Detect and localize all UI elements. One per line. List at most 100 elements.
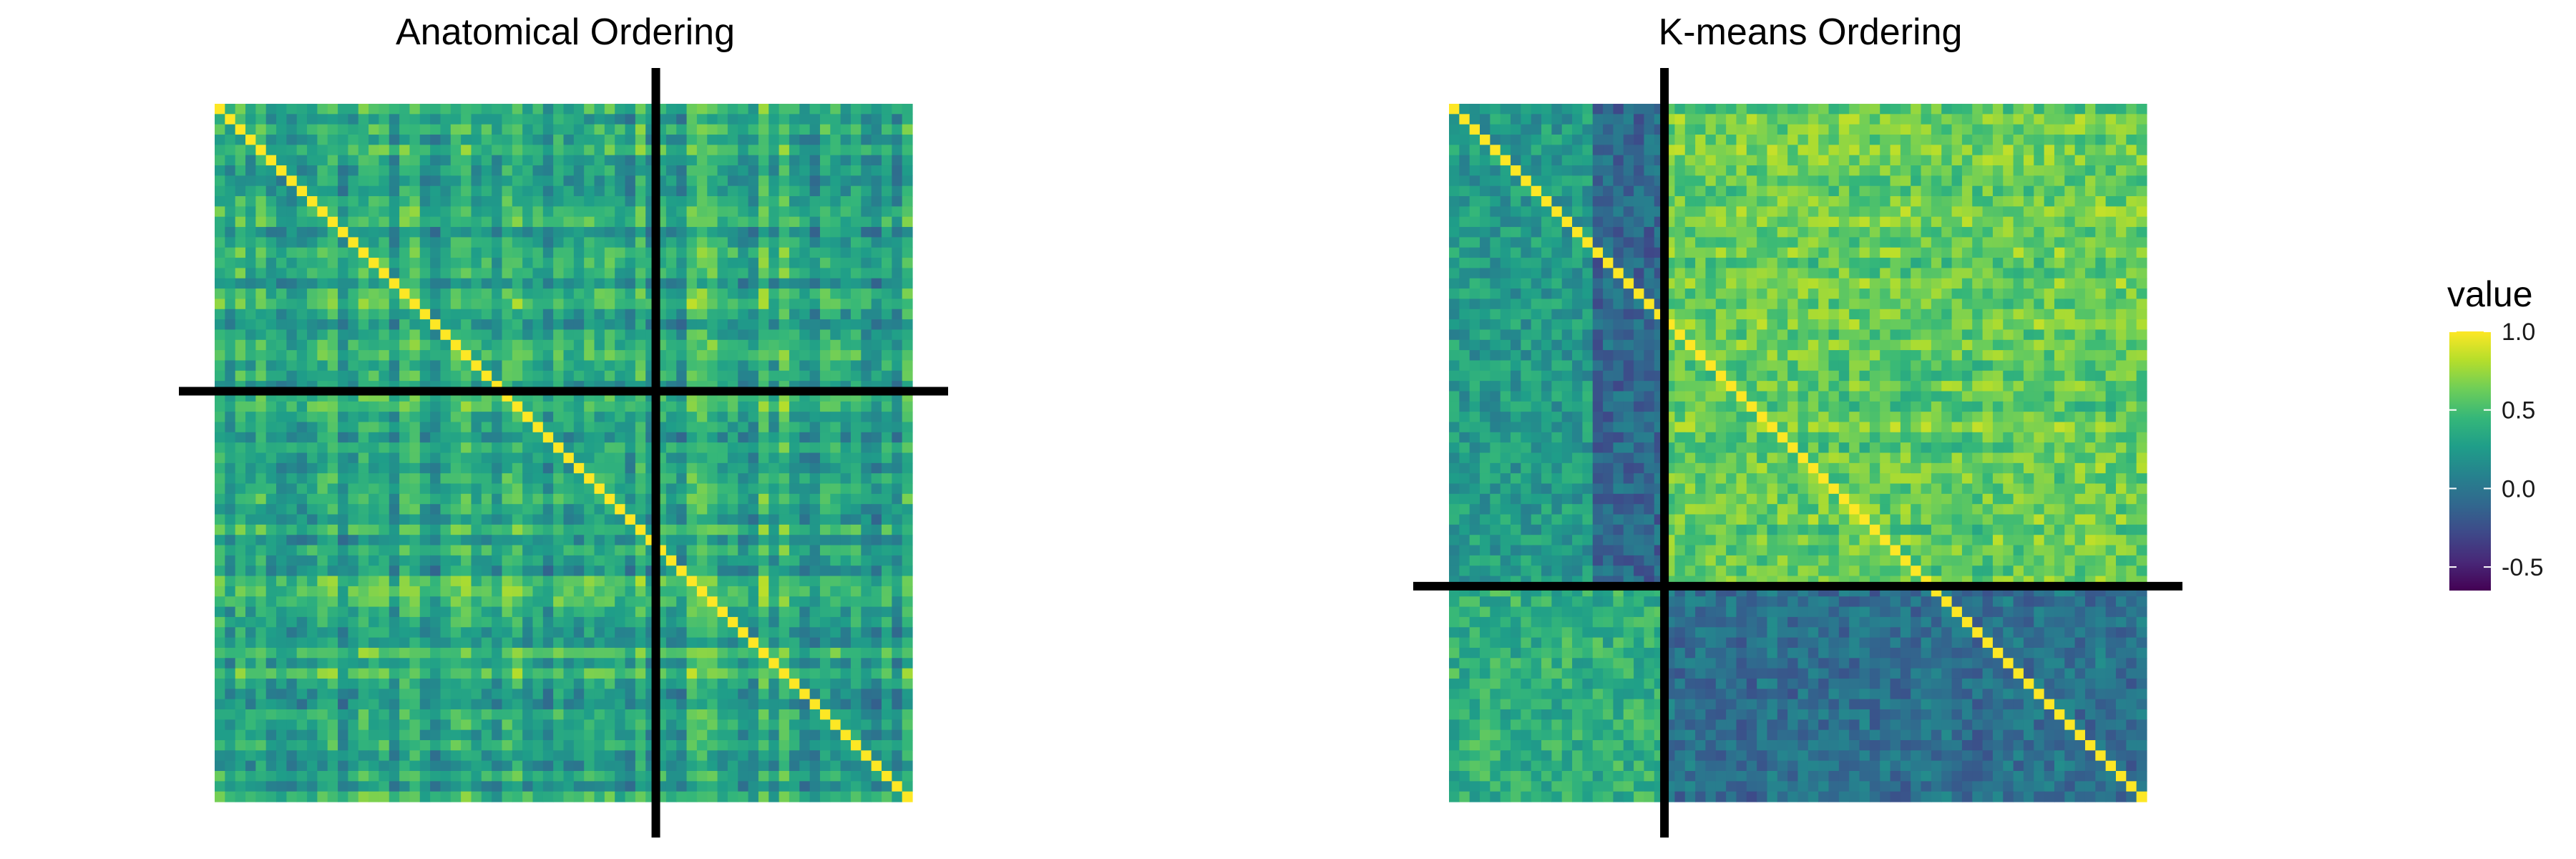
- heatmap-cell: [553, 709, 565, 720]
- heatmap-cell: [399, 442, 411, 454]
- heatmap-cell: [542, 247, 554, 258]
- heatmap-cell: [881, 329, 892, 341]
- heatmap-cell: [502, 586, 513, 597]
- heatmap-cell: [840, 616, 852, 628]
- heatmap-cell: [686, 504, 698, 515]
- heatmap-cell: [440, 196, 452, 207]
- heatmap-cell: [379, 227, 390, 238]
- heatmap-cell: [615, 216, 626, 228]
- heatmap-cell: [1992, 114, 2004, 125]
- heatmap-cell: [419, 196, 431, 207]
- heatmap-cell: [419, 422, 431, 433]
- heatmap-cell: [532, 329, 544, 341]
- heatmap-cell: [769, 586, 780, 597]
- heatmap-cell: [748, 360, 759, 372]
- heatmap-cell: [871, 668, 882, 679]
- heatmap-cell: [584, 647, 595, 659]
- heatmap-cell: [327, 781, 338, 792]
- heatmap-cell: [594, 678, 605, 689]
- heatmap-cell: [379, 699, 390, 710]
- heatmap-cell: [327, 504, 338, 515]
- heatmap-cell: [389, 196, 400, 207]
- heatmap-cell: [430, 719, 441, 731]
- heatmap-cell: [389, 339, 400, 351]
- heatmap-cell: [348, 135, 359, 145]
- heatmap-cell: [502, 462, 513, 474]
- heatmap-cell: [461, 770, 472, 782]
- heatmap-cell: [594, 124, 605, 135]
- heatmap-cell: [686, 329, 698, 341]
- heatmap-cell: [296, 135, 308, 145]
- heatmap-cell: [481, 412, 492, 423]
- heatmap-cell: [892, 576, 903, 587]
- heatmap-cell: [573, 627, 585, 639]
- heatmap-cell: [430, 658, 441, 669]
- heatmap-cell: [502, 412, 513, 423]
- heatmap-cell: [327, 658, 338, 669]
- heatmap-cell: [265, 668, 277, 679]
- heatmap-cell: [317, 739, 328, 751]
- heatmap-cell: [512, 227, 523, 238]
- heatmap-cell: [358, 339, 369, 351]
- heatmap-cell: [615, 288, 626, 300]
- heatmap-cell: [717, 627, 728, 639]
- heatmap-cell: [215, 473, 225, 485]
- heatmap-cell: [522, 750, 534, 762]
- heatmap-cell: [553, 729, 565, 741]
- heatmap-cell: [902, 719, 913, 731]
- heatmap-cell: [492, 719, 503, 731]
- heatmap-cell: [522, 124, 534, 135]
- heatmap-cell: [358, 185, 369, 197]
- heatmap-cell: [522, 576, 534, 587]
- heatmap-cell: [532, 791, 544, 802]
- heatmap-cell: [245, 442, 256, 454]
- heatmap-cell: [707, 637, 718, 649]
- heatmap-cell: [492, 668, 503, 679]
- heatmap-cell: [215, 699, 225, 710]
- heatmap-cell: [665, 689, 677, 700]
- heatmap-cell: [379, 606, 390, 618]
- heatmap-cell: [676, 350, 688, 361]
- heatmap-cell: [830, 124, 841, 135]
- heatmap-cell: [738, 442, 749, 454]
- heatmap-cell: [830, 145, 841, 156]
- heatmap-cell: [307, 206, 318, 218]
- heatmap-cell: [1807, 114, 1819, 125]
- heatmap-cell: [584, 319, 595, 331]
- heatmap-cell: [840, 432, 852, 443]
- heatmap-cell: [727, 135, 738, 145]
- heatmap-cell: [573, 729, 585, 741]
- heatmap-cell: [2034, 145, 2045, 156]
- heatmap-cell: [676, 247, 688, 258]
- heatmap-cell: [379, 412, 390, 423]
- heatmap-cell: [276, 278, 287, 289]
- heatmap-cell: [799, 206, 811, 218]
- heatmap-cell: [245, 422, 256, 433]
- heatmap-cell: [594, 432, 605, 443]
- heatmap-cell: [286, 504, 298, 515]
- heatmap-cell: [676, 791, 688, 802]
- heatmap-cell: [419, 606, 431, 618]
- heatmap-cell: [861, 422, 872, 433]
- heatmap-cell: [789, 709, 800, 720]
- heatmap-cell: [738, 637, 749, 649]
- heatmap-cell: [830, 247, 841, 258]
- heatmap-cell: [542, 524, 554, 535]
- heatmap-cell: [440, 299, 452, 310]
- heatmap-cell: [296, 185, 308, 197]
- heatmap-cell: [296, 114, 308, 125]
- heatmap-cell: [532, 432, 544, 443]
- heatmap-cell: [492, 514, 503, 525]
- heatmap-cell: [799, 370, 811, 382]
- heatmap-cell: [265, 155, 277, 166]
- heatmap-cell: [409, 555, 421, 566]
- heatmap-cell: [296, 462, 308, 474]
- heatmap-cell: [245, 268, 256, 279]
- heatmap-cell: [696, 185, 708, 197]
- heatmap-cell: [686, 319, 698, 331]
- heatmap-cell: [235, 288, 246, 300]
- heatmap-cell: [758, 791, 769, 802]
- heatmap-cell: [358, 760, 369, 772]
- heatmap-cell: [492, 135, 503, 145]
- heatmap-cell: [727, 791, 738, 802]
